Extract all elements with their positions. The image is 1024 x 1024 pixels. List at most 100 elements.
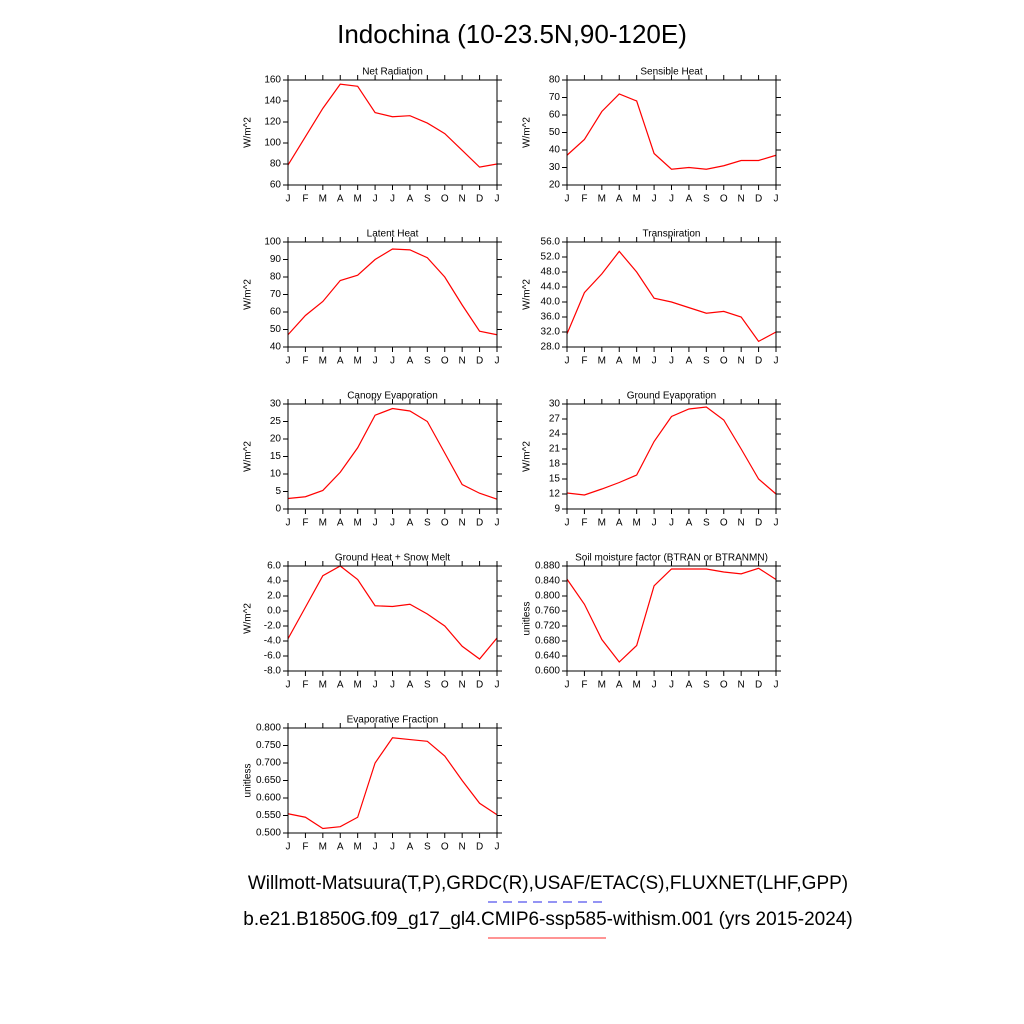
y-tick-label: 48.0 bbox=[541, 267, 561, 278]
panel-title: Transpiration bbox=[643, 229, 701, 240]
y-tick-label: 0.600 bbox=[535, 666, 560, 677]
x-tick-label: F bbox=[302, 356, 308, 367]
y-tick-label: -4.0 bbox=[264, 636, 282, 647]
x-tick-label: J bbox=[390, 194, 395, 205]
y-tick-label: 40 bbox=[270, 342, 282, 353]
x-tick-label: J bbox=[774, 356, 779, 367]
plot-frame bbox=[287, 79, 498, 186]
x-tick-label: A bbox=[337, 356, 344, 367]
x-tick-label: J bbox=[373, 518, 378, 529]
x-tick-label: A bbox=[616, 518, 623, 529]
x-tick-label: J bbox=[495, 518, 500, 529]
y-tick-label: 44.0 bbox=[541, 282, 561, 293]
y-tick-label: 9 bbox=[554, 504, 560, 515]
x-tick-label: J bbox=[286, 842, 291, 853]
x-tick-label: A bbox=[686, 518, 693, 529]
plot-frame bbox=[287, 403, 498, 510]
x-tick-label: N bbox=[459, 356, 466, 367]
y-tick-label: 20 bbox=[270, 434, 282, 445]
y-tick-label: 2.0 bbox=[267, 591, 281, 602]
x-tick-label: M bbox=[632, 356, 640, 367]
plot-frame bbox=[566, 403, 777, 510]
x-tick-label: J bbox=[373, 356, 378, 367]
x-tick-label: J bbox=[495, 356, 500, 367]
x-tick-label: D bbox=[476, 518, 483, 529]
x-tick-label: J bbox=[565, 194, 570, 205]
plot-frame bbox=[287, 565, 498, 672]
x-tick-label: J bbox=[669, 518, 674, 529]
data-line bbox=[566, 406, 777, 496]
x-tick-label: M bbox=[353, 842, 361, 853]
x-tick-label: S bbox=[424, 356, 431, 367]
x-tick-label: A bbox=[337, 842, 344, 853]
y-tick-label: 60 bbox=[270, 180, 282, 191]
y-tick-label: 70 bbox=[270, 289, 282, 300]
x-tick-label: J bbox=[652, 680, 657, 691]
x-tick-label: J bbox=[652, 518, 657, 529]
x-tick-label: O bbox=[720, 356, 728, 367]
y-tick-label: 5 bbox=[275, 486, 281, 497]
y-tick-label: 0.720 bbox=[535, 621, 560, 632]
y-tick-label: 0.800 bbox=[256, 723, 281, 734]
x-tick-label: J bbox=[373, 842, 378, 853]
y-tick-label: 0.880 bbox=[535, 561, 560, 572]
y-tick-label: 0.750 bbox=[256, 740, 281, 751]
x-tick-label: A bbox=[616, 680, 623, 691]
plot-frame bbox=[566, 565, 777, 672]
x-tick-label: M bbox=[353, 194, 361, 205]
y-tick-label: 10 bbox=[270, 469, 282, 480]
y-tick-label: 4.0 bbox=[267, 576, 281, 587]
y-tick-label: 6.0 bbox=[267, 561, 281, 572]
y-axis-label: W/m^2 bbox=[522, 117, 533, 148]
y-tick-label: 27 bbox=[549, 414, 561, 425]
data-line bbox=[566, 93, 777, 170]
y-tick-label: 40 bbox=[549, 145, 561, 156]
x-tick-label: O bbox=[441, 194, 449, 205]
x-tick-label: D bbox=[755, 680, 762, 691]
data-line bbox=[566, 567, 777, 663]
y-tick-label: 21 bbox=[549, 444, 561, 455]
x-tick-label: F bbox=[581, 356, 587, 367]
x-tick-label: A bbox=[616, 356, 623, 367]
y-tick-label: 70 bbox=[549, 92, 561, 103]
panel-title: Canopy Evaporation bbox=[347, 391, 438, 402]
y-tick-label: 20 bbox=[549, 180, 561, 191]
x-tick-label: S bbox=[424, 680, 431, 691]
data-line bbox=[287, 407, 498, 500]
plot-frame bbox=[287, 241, 498, 348]
panel-title: Ground Evaporation bbox=[627, 391, 717, 402]
x-tick-label: N bbox=[459, 194, 466, 205]
y-tick-label: 0.760 bbox=[535, 606, 560, 617]
x-tick-label: D bbox=[476, 680, 483, 691]
x-tick-label: M bbox=[353, 680, 361, 691]
x-tick-label: O bbox=[441, 842, 449, 853]
y-tick-label: 60 bbox=[270, 307, 282, 318]
y-tick-label: 0.840 bbox=[535, 576, 560, 587]
x-tick-label: J bbox=[652, 194, 657, 205]
x-tick-label: F bbox=[302, 842, 308, 853]
y-tick-label: 80 bbox=[270, 159, 282, 170]
data-line bbox=[287, 737, 498, 830]
x-tick-label: A bbox=[407, 518, 414, 529]
data-line bbox=[287, 83, 498, 168]
panel-title: Latent Heat bbox=[367, 229, 419, 240]
y-tick-label: 30 bbox=[549, 162, 561, 173]
x-tick-label: J bbox=[669, 680, 674, 691]
x-tick-label: J bbox=[390, 356, 395, 367]
y-tick-label: 36.0 bbox=[541, 312, 561, 323]
y-tick-label: 40.0 bbox=[541, 297, 561, 308]
x-tick-label: O bbox=[441, 518, 449, 529]
y-axis-label: W/m^2 bbox=[243, 603, 254, 634]
panel-title: Soil moisture factor (BTRAN or BTRANMN) bbox=[575, 553, 768, 564]
panel-title: Ground Heat + Snow Melt bbox=[335, 553, 451, 564]
x-tick-label: J bbox=[286, 194, 291, 205]
y-tick-label: 80 bbox=[270, 272, 282, 283]
x-tick-label: M bbox=[632, 680, 640, 691]
plot-frame bbox=[566, 79, 777, 186]
x-tick-label: N bbox=[459, 842, 466, 853]
data-line bbox=[287, 565, 498, 660]
x-tick-label: J bbox=[495, 842, 500, 853]
y-tick-label: 56.0 bbox=[541, 237, 561, 248]
x-tick-label: S bbox=[703, 194, 710, 205]
